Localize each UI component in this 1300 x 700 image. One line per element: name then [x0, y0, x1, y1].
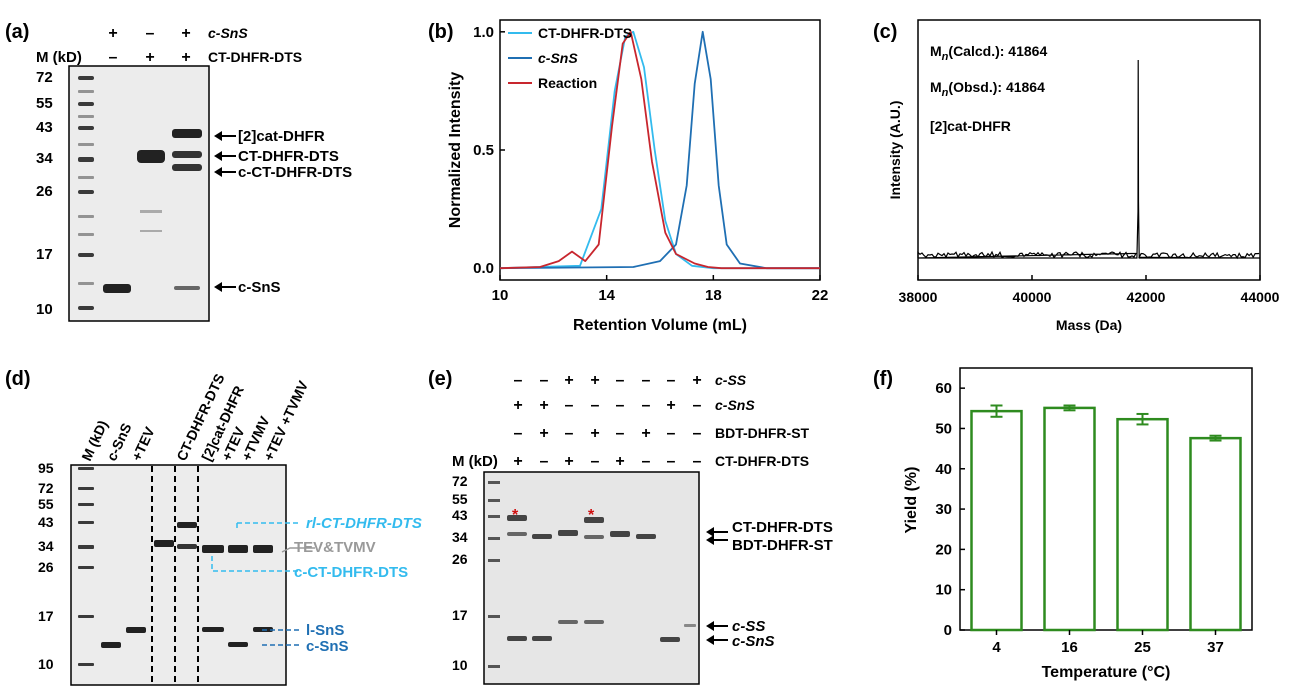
sign: +: [145, 49, 154, 66]
row2-signs: – + +: [109, 49, 191, 66]
mw-tick: 10: [36, 301, 53, 318]
mw-tick: 55: [36, 95, 53, 112]
sign: –: [109, 49, 118, 66]
row1-signs: + – +: [108, 25, 190, 42]
marker-header: M (kD): [36, 49, 82, 66]
marker-bands: [78, 76, 94, 310]
mw-tick: 34: [36, 150, 53, 167]
mw-tick: 17: [36, 246, 53, 263]
anno-c-sns: c-SnS: [238, 279, 281, 296]
mw-tick: 43: [36, 119, 53, 136]
sign: +: [108, 25, 117, 42]
sample-bands: [103, 129, 202, 293]
mw-tick: 26: [36, 183, 53, 200]
row2-label: CT-DHFR-DTS: [208, 49, 302, 65]
mw-ticks: 72 55 43 34 26 17 10: [36, 69, 53, 318]
sign: –: [146, 25, 155, 42]
anno-c-ct-dhfr-dts: c-CT-DHFR-DTS: [238, 164, 352, 181]
anno-2cat-dhfr: [2]cat-DHFR: [238, 128, 325, 145]
mw-tick: 72: [36, 69, 53, 86]
anno-ct-dhfr-dts: CT-DHFR-DTS: [238, 148, 339, 165]
sign: +: [181, 25, 190, 42]
row1-label: c-SnS: [208, 25, 248, 41]
sign: +: [181, 49, 190, 66]
panel-a-label: (a): [5, 21, 29, 43]
